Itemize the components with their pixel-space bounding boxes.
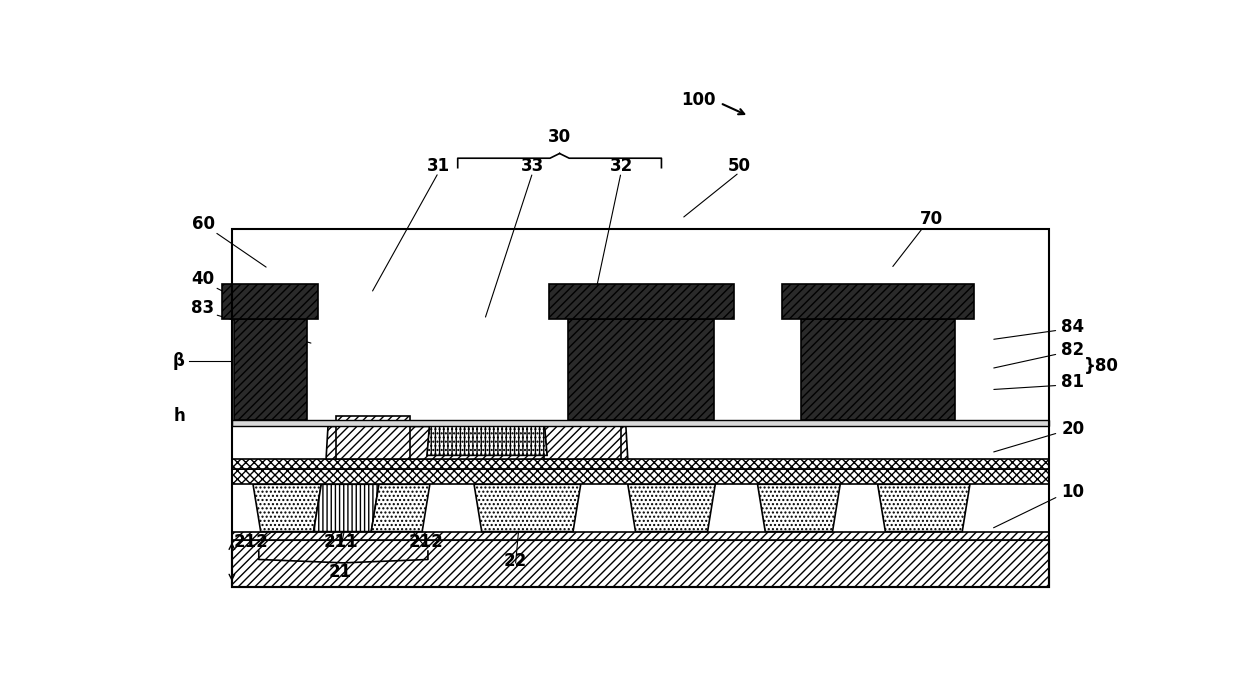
Bar bbox=[801, 318, 955, 419]
Bar bbox=[549, 284, 734, 318]
Text: β: β bbox=[174, 352, 185, 370]
Text: 20: 20 bbox=[1061, 420, 1084, 438]
Polygon shape bbox=[427, 421, 547, 456]
Text: 33: 33 bbox=[521, 157, 544, 175]
Text: 82: 82 bbox=[1061, 342, 1084, 359]
Text: 211: 211 bbox=[324, 533, 358, 551]
Text: 50: 50 bbox=[728, 157, 750, 175]
Text: 81: 81 bbox=[1061, 373, 1084, 391]
Bar bbox=[232, 229, 1049, 587]
Text: h: h bbox=[174, 407, 185, 425]
Polygon shape bbox=[627, 484, 715, 531]
Polygon shape bbox=[326, 426, 627, 459]
Bar bbox=[232, 540, 1049, 587]
Bar bbox=[781, 284, 973, 318]
Bar bbox=[222, 284, 319, 318]
Bar bbox=[232, 531, 1049, 540]
Polygon shape bbox=[371, 484, 430, 531]
Text: 212: 212 bbox=[409, 533, 444, 551]
Text: 31: 31 bbox=[427, 157, 450, 175]
Polygon shape bbox=[758, 484, 841, 531]
Polygon shape bbox=[253, 484, 321, 531]
Bar bbox=[232, 459, 1049, 469]
Text: 60: 60 bbox=[191, 215, 215, 233]
Polygon shape bbox=[878, 484, 970, 531]
Text: 22: 22 bbox=[503, 552, 527, 570]
Bar bbox=[232, 419, 1049, 426]
Polygon shape bbox=[314, 484, 379, 531]
Text: 10: 10 bbox=[1061, 483, 1084, 501]
Bar bbox=[336, 416, 409, 459]
Text: 212: 212 bbox=[233, 533, 269, 551]
Text: 32: 32 bbox=[610, 157, 632, 175]
Text: 70: 70 bbox=[920, 210, 944, 227]
Text: 40: 40 bbox=[191, 270, 215, 288]
Bar bbox=[232, 469, 1049, 484]
Bar bbox=[568, 318, 714, 419]
Text: 21: 21 bbox=[329, 563, 352, 581]
Text: 30: 30 bbox=[548, 128, 572, 146]
Text: 83: 83 bbox=[191, 299, 215, 317]
Text: 100: 100 bbox=[681, 92, 715, 109]
Text: }80: }80 bbox=[1084, 357, 1120, 375]
Bar bbox=[234, 318, 306, 419]
Bar bbox=[544, 426, 621, 459]
Text: 84: 84 bbox=[1061, 318, 1084, 335]
Polygon shape bbox=[474, 484, 580, 531]
